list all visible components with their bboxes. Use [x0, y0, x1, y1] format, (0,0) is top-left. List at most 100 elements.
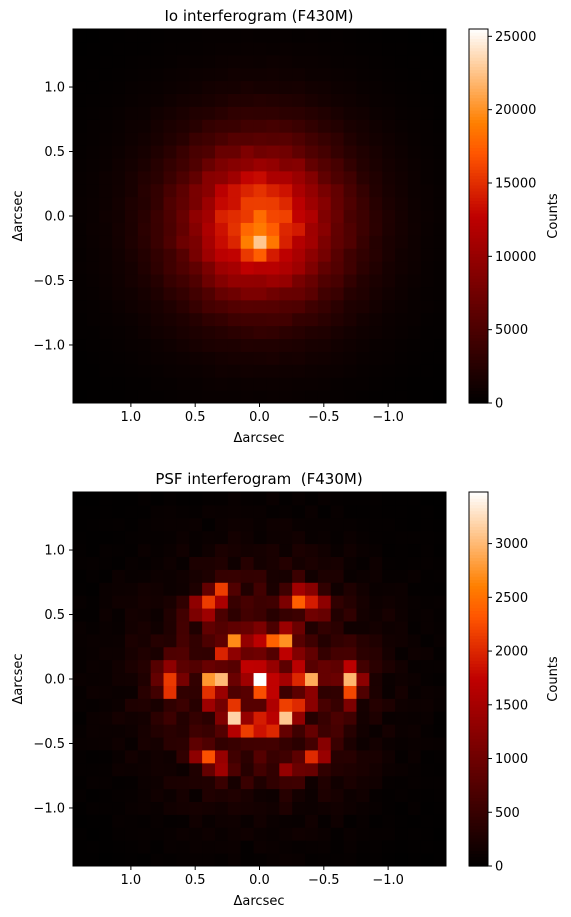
heatmap-cell: [317, 840, 331, 854]
heatmap-cell: [265, 556, 280, 570]
colorbar-segment: [469, 272, 488, 276]
heatmap-cell: [265, 170, 280, 185]
heatmap-cell: [175, 222, 190, 236]
heatmap-cell: [291, 543, 306, 557]
heatmap-cell: [163, 543, 177, 557]
heatmap-cell: [240, 338, 254, 352]
heatmap-cell: [330, 41, 344, 56]
x-tick-label: 1.0: [121, 410, 142, 425]
heatmap-cell: [394, 698, 408, 712]
heatmap-cell: [368, 364, 383, 378]
heatmap-cell: [343, 170, 357, 185]
heatmap-cell: [201, 853, 215, 867]
heatmap-cell: [111, 582, 125, 596]
heatmap-cell: [201, 67, 215, 82]
heatmap-cell: [381, 41, 396, 56]
heatmap-cell: [394, 814, 408, 828]
heatmap-cell: [227, 338, 241, 352]
heatmap-cell: [111, 106, 125, 120]
colorbar-segment: [469, 29, 488, 33]
heatmap-cell: [265, 620, 280, 635]
heatmap-cell: [73, 801, 87, 815]
heatmap-cell: [343, 788, 357, 803]
heatmap-cell: [124, 646, 138, 661]
heatmap-cell: [343, 106, 357, 120]
heatmap-cell: [227, 41, 241, 56]
heatmap-cell: [201, 196, 215, 211]
heatmap-cell: [98, 646, 113, 661]
heatmap-cell: [137, 93, 151, 107]
heatmap-cell: [150, 209, 164, 223]
heatmap-cell: [343, 801, 357, 815]
heatmap-cell: [85, 222, 100, 236]
heatmap-cell: [291, 93, 306, 107]
heatmap-cell: [394, 390, 408, 404]
colorbar-segment: [469, 629, 488, 633]
heatmap-cell: [407, 312, 421, 327]
heatmap-cell: [368, 351, 383, 365]
heatmap-cell: [85, 517, 100, 532]
heatmap-cell: [343, 633, 357, 648]
heatmap-cell: [433, 145, 447, 159]
heatmap-cell: [278, 80, 293, 94]
heatmap-cell: [150, 582, 164, 596]
heatmap-cell: [420, 286, 434, 301]
colorbar-segment: [469, 144, 488, 149]
heatmap-cell: [188, 646, 203, 661]
heatmap-cell: [291, 762, 306, 777]
heatmap-cell: [420, 530, 434, 545]
heatmap-cell: [214, 183, 228, 198]
heatmap-cell: [433, 325, 447, 340]
heatmap-cell: [150, 685, 164, 699]
heatmap-cell: [433, 646, 447, 661]
heatmap-cell: [343, 222, 357, 236]
colorbar-segment: [469, 791, 488, 795]
heatmap-cell: [137, 364, 151, 378]
heatmap-cell: [137, 286, 151, 301]
heatmap-cell: [420, 724, 434, 738]
heatmap-cell: [317, 517, 331, 532]
heatmap-cell: [253, 556, 267, 570]
heatmap-cell: [163, 132, 177, 146]
heatmap-cell: [420, 762, 434, 777]
heatmap-cell: [227, 248, 241, 262]
heatmap-cell: [265, 29, 280, 43]
heatmap-cell: [240, 157, 254, 172]
heatmap-cell: [201, 261, 215, 275]
heatmap-cell: [111, 390, 125, 404]
heatmap-cell: [420, 41, 434, 56]
heatmap-cell: [343, 608, 357, 622]
colorbar-segment: [469, 763, 488, 767]
colorbar-segment: [469, 822, 488, 827]
colorbar-segment: [469, 268, 488, 273]
heatmap-cell: [343, 157, 357, 172]
colorbar-tick-label: 0: [495, 397, 503, 412]
heatmap-cell: [265, 196, 280, 211]
heatmap-cell: [137, 698, 151, 712]
heatmap-cell: [394, 685, 408, 699]
heatmap-cell: [253, 351, 267, 365]
heatmap-cell: [291, 196, 306, 211]
heatmap-cell: [343, 183, 357, 198]
heatmap-cell: [124, 724, 138, 738]
heatmap-cell: [85, 827, 100, 841]
heatmap-cell: [420, 492, 434, 506]
heatmap-cell: [265, 737, 280, 751]
heatmap-cell: [188, 556, 203, 570]
heatmap-cell: [214, 814, 228, 828]
colorbar-segment: [469, 85, 488, 89]
heatmap-cell: [407, 595, 421, 609]
heatmap-cell: [278, 698, 293, 712]
heatmap-cell: [137, 312, 151, 327]
heatmap-cell: [175, 853, 190, 867]
heatmap-cell: [394, 325, 408, 340]
colorbar-segment: [469, 819, 488, 823]
heatmap-cell: [330, 183, 344, 198]
heatmap-cell: [420, 209, 434, 223]
heatmap-cell: [433, 749, 447, 764]
colorbar-segment: [469, 847, 488, 852]
heatmap-cell: [98, 492, 113, 506]
colorbar-segment: [469, 744, 488, 749]
colorbar-segment: [469, 396, 488, 401]
heatmap-cell: [304, 814, 318, 828]
